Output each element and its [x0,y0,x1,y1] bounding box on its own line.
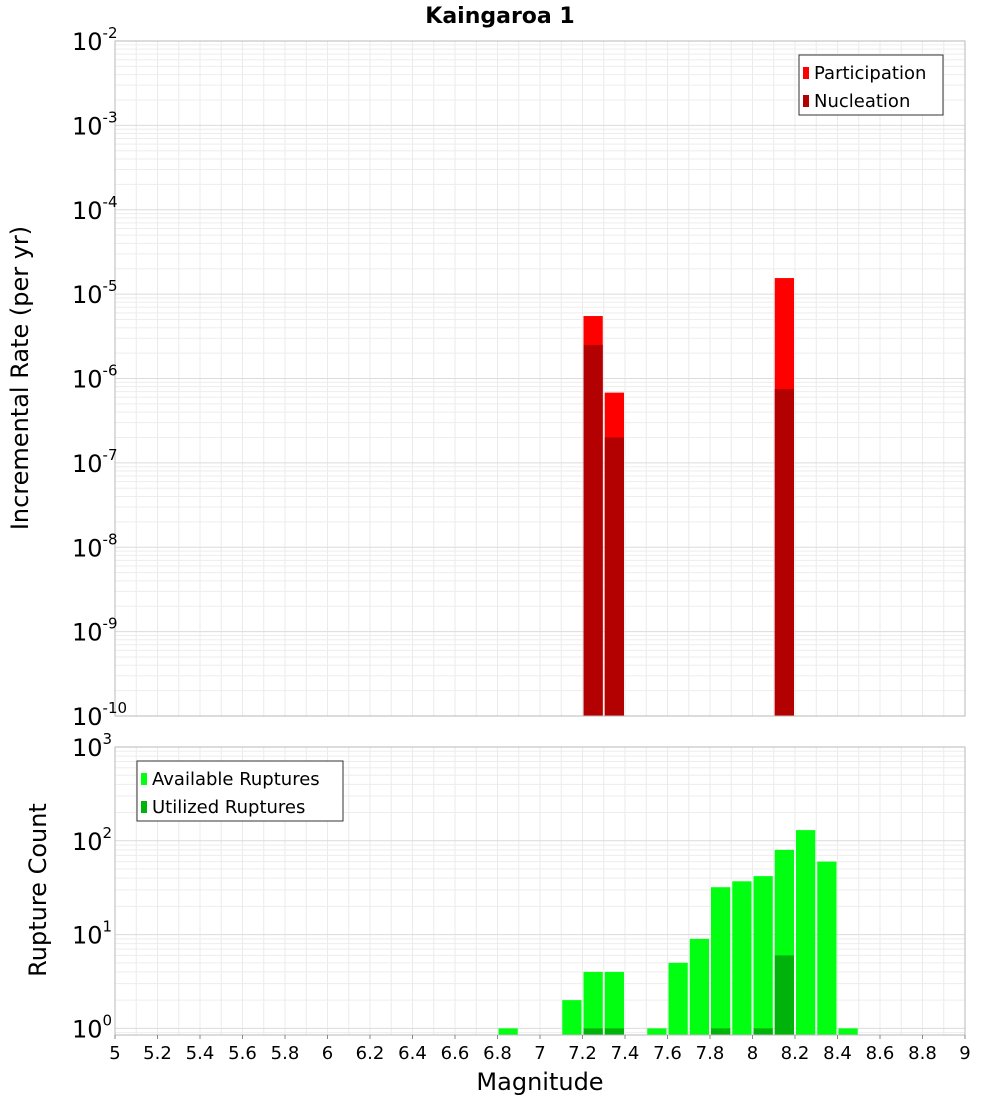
rate-y-tick-label: 10-2 [72,24,118,56]
rate-legend: Participation Nucleation [798,54,944,116]
x-tick-label: 7.6 [653,1043,682,1064]
utilized-ruptures-bar [753,1028,773,1035]
series-utilized-ruptures [583,955,794,1035]
series-available-ruptures [498,830,858,1035]
available-ruptures-bar [753,876,773,1035]
available-ruptures-bar [817,861,837,1035]
available-ruptures-bar [604,971,624,1035]
nucleation-bar [774,389,794,716]
legend-swatch [141,801,147,813]
rate-y-tick-label: 10-8 [72,530,118,562]
count-legend: Available Ruptures Utilized Ruptures [136,760,344,822]
count-y-axis-label: Rupture Count [24,803,52,977]
rate-y-tick-label: 10-7 [72,446,118,478]
x-tick-label: 6.4 [398,1043,427,1064]
x-tick-label: 5.8 [271,1043,300,1064]
x-tick-label: 5.2 [143,1043,172,1064]
legend-swatch [803,95,809,107]
utilized-ruptures-bar [604,1028,624,1035]
rate-grid [114,41,966,717]
count-y-tick-label: 102 [72,824,112,856]
x-tick-label: 6 [322,1043,333,1064]
available-ruptures-bar [668,962,688,1035]
rate-y-tick-label: 10-6 [72,362,118,394]
available-ruptures-bar [498,1028,518,1035]
nucleation-bar [583,344,603,716]
x-tick-label: 6.6 [441,1043,470,1064]
legend-swatch [803,67,809,79]
utilized-ruptures-bar [583,1028,603,1035]
x-tick-label: 6.2 [356,1043,385,1064]
rate-y-tick-label: 10-9 [72,615,118,647]
x-tick-label: 7.4 [611,1043,640,1064]
chart-title: Kaingaroa 1 [425,4,574,29]
x-tick-label: 8.8 [908,1043,937,1064]
legend-swatch [141,773,147,785]
x-tick-label: 8 [747,1043,758,1064]
x-tick-label: 7.8 [696,1043,725,1064]
x-tick-label: 7.2 [568,1043,597,1064]
rate-y-axis-label: Incremental Rate (per yr) [6,226,34,530]
available-ruptures-bar [583,971,603,1035]
available-ruptures-bar [689,938,709,1035]
utilized-ruptures-bar [774,955,794,1035]
available-ruptures-bar [838,1028,858,1035]
available-ruptures-bar [711,887,731,1035]
rate-y-tick-label: 10-4 [72,193,118,225]
x-tick-label: 5.4 [186,1043,215,1064]
available-ruptures-bar [562,1000,582,1035]
available-ruptures-bar [647,1028,667,1035]
x-tick-label: 9 [959,1043,970,1064]
count-y-tick-label: 101 [72,918,112,950]
nucleation-bar [604,437,624,716]
legend-entry: Participation [814,63,926,84]
x-tick-label: 5.6 [228,1043,257,1064]
rate-y-tick-label: 10-10 [72,699,127,731]
rate-y-tick-label: 10-3 [72,108,118,140]
legend-entry: Nucleation [814,91,910,112]
rate-y-tick-label: 10-5 [72,277,118,309]
available-ruptures-bar [796,830,816,1035]
x-tick-label: 8.6 [866,1043,895,1064]
x-tick-label: 6.8 [483,1043,512,1064]
legend-entry: Utilized Ruptures [152,797,305,818]
x-tick-label: 8.2 [781,1043,810,1064]
legend-entry: Available Ruptures [152,769,320,790]
utilized-ruptures-bar [711,1028,731,1035]
available-ruptures-bar [732,881,752,1035]
count-y-tick-label: 103 [72,730,112,762]
x-tick-label: 7 [534,1043,545,1064]
series-nucleation [583,344,794,716]
rate-panel: 10-2 10-3 10-4 10-5 10-6 10-7 10-8 10-9 10-10 Par… [72,24,966,731]
count-y-tick-label: 100 [72,1011,112,1043]
x-axis-label: Magnitude [476,1068,603,1096]
x-tick-label: 8.4 [823,1043,852,1064]
x-tick-label: 5 [109,1043,120,1064]
